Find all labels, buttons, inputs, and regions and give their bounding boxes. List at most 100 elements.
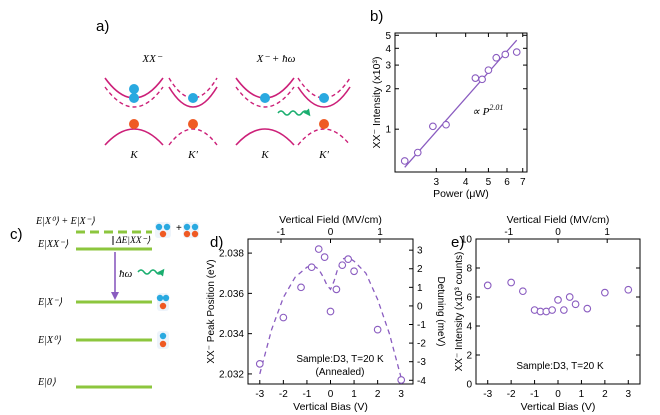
x-tick-label: 1 <box>351 389 357 400</box>
hole-dot <box>159 230 167 238</box>
y-tick-label: 4 <box>466 322 472 333</box>
kp-conduction-band-dashed <box>297 77 351 99</box>
data-point <box>471 74 480 82</box>
fit-curve <box>259 256 402 379</box>
panel-a-title-left: XX⁻ <box>141 53 162 65</box>
level-label-x0-plus-xminus: E|X⁰⟩ + E|X⁻⟩ <box>35 216 95 227</box>
electron-dot <box>129 84 139 94</box>
data-point <box>512 48 521 56</box>
x-tick-label: -3 <box>255 389 264 400</box>
data-point <box>565 293 574 301</box>
photon-wave-icon <box>277 108 311 117</box>
electron-dot <box>155 223 163 231</box>
k-valence-band <box>235 128 295 146</box>
data-point <box>507 278 515 287</box>
x-tick-label: 4 <box>463 177 469 188</box>
y-tick-label: 2 <box>466 351 472 362</box>
hole-dot <box>191 230 199 238</box>
y-tick-label: 3 <box>385 61 391 72</box>
kp-conduction-band-dashed <box>168 77 218 99</box>
plus-sign: + <box>176 223 182 234</box>
y-tick-label: 2.038 <box>219 249 244 260</box>
k-valence-band <box>104 128 164 146</box>
data-point <box>373 325 382 334</box>
y2-tick-label: -1 <box>417 320 426 331</box>
data-point <box>554 296 562 304</box>
y2-tick-label: 1 <box>417 283 423 294</box>
data-point <box>320 253 329 261</box>
x-axis-label: Power (μW) <box>433 188 489 200</box>
level-label-x-minus: E|X⁻⟩ <box>37 297 62 308</box>
data-point <box>571 300 580 309</box>
panel-c-label: c) <box>10 226 23 243</box>
valley-k-label: K <box>260 149 269 161</box>
top-x-tick-label: 0 <box>555 227 561 238</box>
hole-dot <box>159 340 167 348</box>
k-conduction-band-dashed <box>235 86 295 108</box>
x-axis-label: Vertical Bias (V) <box>521 401 596 413</box>
data-point <box>279 313 288 322</box>
data-point <box>442 120 450 129</box>
data-point <box>429 122 437 131</box>
y-tick-label: 10 <box>461 235 473 246</box>
y-tick-label: 1 <box>385 125 391 136</box>
top-x-axis-label: Vertical Field (MV/cm) <box>279 214 382 226</box>
data-point <box>519 287 527 296</box>
data-point <box>484 66 493 75</box>
photon-energy-label: ħω <box>119 268 133 280</box>
top-x-tick-label: -1 <box>504 227 513 238</box>
x-tick-label: -2 <box>507 389 516 400</box>
electron-dot <box>188 93 198 103</box>
data-point <box>478 75 486 84</box>
fit-label-base: ∝ P <box>472 106 490 118</box>
panel-a-label: a) <box>96 18 109 35</box>
y2-axis-label: Detuning (meV) <box>435 276 446 346</box>
annotation: (Annealed) <box>316 367 365 378</box>
x-tick-label: 1 <box>579 389 585 400</box>
y-tick-label: 2.036 <box>219 289 244 300</box>
data-point <box>483 281 492 290</box>
data-point <box>307 263 316 272</box>
valley-kp-label: K′ <box>318 149 329 161</box>
data-point <box>400 157 409 165</box>
data-point <box>344 255 353 263</box>
x-tick-label: 3 <box>434 177 440 188</box>
electron-dot <box>159 332 167 340</box>
kp-valence-band <box>297 128 351 146</box>
photon-wave-icon <box>137 268 165 277</box>
kp-conduction-band-solid <box>168 86 218 108</box>
data-point <box>326 307 335 316</box>
panel-a-title-right: X⁻ + ħω <box>256 53 296 65</box>
electron-dot <box>163 223 171 231</box>
y-tick-label: 4 <box>385 44 391 55</box>
y-tick-label: 0 <box>466 380 472 391</box>
electron-dot <box>162 294 170 302</box>
panel-c: c) E|X⁰⟩ + E|X⁻⟩ E|XX⁻⟩ E|X⁻⟩ E|X⁰⟩ E|0⟩… <box>10 216 199 389</box>
y2-tick-label: 2 <box>417 264 423 275</box>
x-tick-label: -2 <box>279 389 288 400</box>
level-label-xx-minus: E|XX⁻⟩ <box>37 239 68 250</box>
level-label-x0: E|X⁰⟩ <box>37 335 61 346</box>
fit-line <box>404 39 518 168</box>
y2-tick-label: -4 <box>417 376 426 387</box>
y-axis-label: XX⁻ Intensity (x10³ counts) <box>454 252 465 372</box>
electron-dot <box>183 223 191 231</box>
data-point <box>501 50 510 59</box>
data-point <box>601 288 609 297</box>
y-tick-label: 6 <box>466 293 472 304</box>
y-tick-label: 2.032 <box>219 369 244 380</box>
y-axis-label: XX⁻ Intensity (x10³) <box>371 57 383 149</box>
x-tick-label: 2 <box>602 389 608 400</box>
data-point <box>350 267 358 276</box>
electron-dot <box>129 93 139 103</box>
valley-k-label: K <box>129 149 138 161</box>
y2-tick-label: -3 <box>417 357 426 368</box>
data-point <box>413 148 422 157</box>
top-x-tick-label: 1 <box>377 227 383 238</box>
data-point <box>560 306 568 314</box>
hole-dot <box>159 302 167 310</box>
y-axis-label: XX⁻ Peak Position (eV) <box>206 259 217 363</box>
annotation: Sample:D3, T=20 K <box>516 361 604 372</box>
